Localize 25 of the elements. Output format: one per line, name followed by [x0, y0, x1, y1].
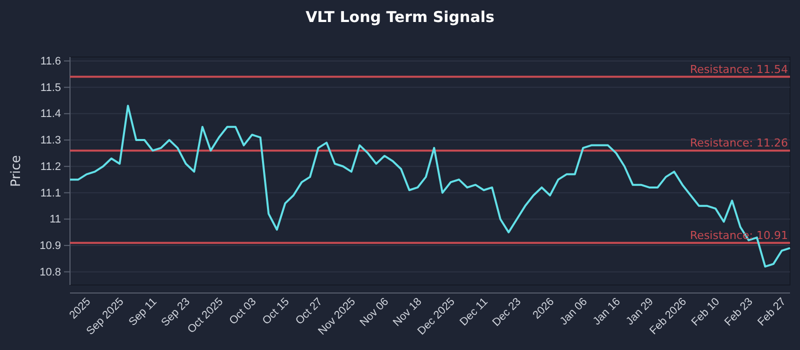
y-tick-label: 11.2 [40, 160, 61, 173]
x-tick-label: Feb 10 [689, 296, 722, 328]
y-tick-label: 11.3 [40, 134, 61, 147]
x-tick-label: Jan 06 [558, 296, 590, 328]
y-tick-label: 11.1 [40, 187, 61, 200]
x-tick-label: Oct 03 [227, 296, 259, 328]
y-axis-title: Price [9, 155, 24, 187]
x-tick-label: Jan 16 [590, 296, 623, 328]
ref-line-label: Resistance: 11.26 [690, 136, 788, 150]
line-series [69, 104, 791, 268]
y-tick-label: 11.4 [40, 108, 61, 120]
x-tick-label: Nov 06 [358, 296, 392, 329]
ref-line-label: Resistance: 11.54 [690, 62, 788, 76]
x-tick-label: Sep 11 [126, 296, 160, 328]
x-tick-label: Dec 23 [490, 296, 524, 329]
y-tick-label: 10.9 [40, 240, 61, 252]
y-tick-label: 10.8 [40, 266, 61, 278]
x-tick-label: Feb 27 [756, 296, 788, 328]
y-tick-label: 11.6 [40, 55, 61, 68]
x-tick-label: Oct 15 [260, 296, 292, 328]
x-tick-label: Dec 11 [458, 296, 490, 328]
y-tick-label: 11 [50, 214, 61, 226]
x-tick-label: Feb 23 [722, 296, 756, 328]
chart-title: VLT Long Term Signals [306, 8, 494, 26]
y-tick-label: 11.5 [40, 82, 61, 94]
